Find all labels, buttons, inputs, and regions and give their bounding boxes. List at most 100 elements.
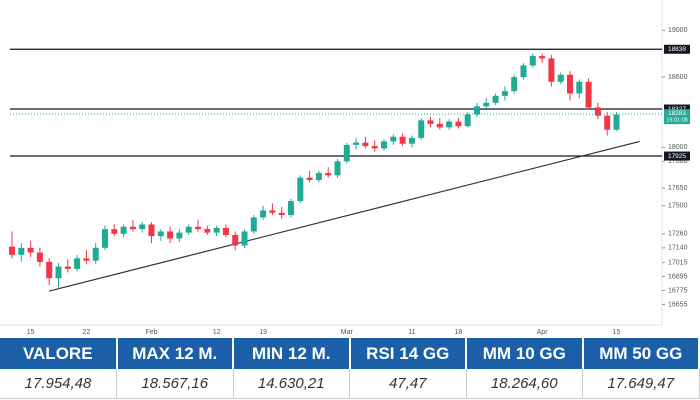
candle-body [436, 123, 443, 128]
candle-body [139, 224, 146, 230]
value-cell: 47,47 [349, 369, 467, 399]
candle-body [613, 114, 620, 130]
y-tick-label: 19000 [668, 27, 688, 34]
candle-body [102, 229, 108, 248]
level-tag [664, 104, 690, 114]
candle-body [213, 227, 220, 233]
header-cell: VALORE [0, 338, 118, 369]
value-cell: 18.264,60 [466, 369, 583, 399]
level-tag [664, 44, 690, 54]
candle-body [594, 107, 601, 116]
candle-body [111, 229, 118, 234]
candle-body [260, 210, 267, 218]
x-tick-label: Apr [537, 329, 549, 336]
candle-body [222, 227, 229, 235]
candle-body [55, 266, 62, 279]
x-tick-label: 11 [408, 329, 415, 336]
candle-body [269, 210, 276, 213]
header-cell: MM 50 GG [582, 338, 700, 369]
x-tick-label: 15 [613, 329, 621, 336]
stats-table: VALORE MAX 12 M. MIN 12 M. RSI 14 GG MM 10 G… [0, 338, 700, 399]
candle-body [334, 161, 341, 176]
candle-body [520, 65, 527, 78]
x-tick-label: 12 [213, 329, 221, 336]
value-cell: 17.954,48 [0, 369, 117, 399]
value-cell: 18.567,16 [116, 369, 234, 399]
candle-body [511, 77, 518, 92]
candle-body [176, 232, 183, 239]
candle-body [288, 201, 294, 216]
value-cell: 14.630,21 [233, 369, 350, 399]
candle-body [418, 120, 425, 138]
x-tick-label: 22 [83, 329, 91, 336]
candle-body [390, 136, 397, 142]
header-cell: MM 10 GG [466, 338, 584, 369]
level-label: 17925 [668, 153, 686, 160]
candle-body [148, 224, 155, 237]
candle-body [446, 121, 453, 128]
candle-body [455, 121, 462, 127]
level-label: 18838 [668, 46, 686, 53]
candle-body [548, 58, 555, 82]
chart: 16655 16775 16895 17015 17140 17260 17500 17650… [0, 0, 690, 336]
candle-body [278, 212, 285, 216]
x-tick-label: 15 [27, 329, 35, 336]
candle-body [381, 141, 387, 149]
y-tick-label: 16775 [668, 287, 688, 294]
candle-body [46, 261, 53, 279]
candle-body [343, 144, 350, 162]
candle-body [483, 102, 490, 107]
candle-body [232, 234, 239, 246]
x-tick-label: 19 [259, 329, 267, 336]
candle-body [120, 226, 127, 234]
candle-body [399, 136, 406, 144]
candle-body [408, 137, 415, 144]
candle-body [9, 246, 15, 255]
level-tag [664, 151, 690, 161]
candle-body [557, 74, 564, 82]
y-tick-label: 17650 [668, 185, 688, 192]
candle-body [92, 247, 99, 261]
candle-body [204, 229, 211, 233]
y-tick-label: 16895 [668, 273, 688, 280]
y-tick-label: 18600 [668, 74, 688, 81]
trendline [49, 140, 640, 292]
candle-body [325, 172, 332, 176]
y-tick-label: 17140 [668, 245, 688, 252]
candle-body [492, 95, 499, 103]
y-tick-label: 17500 [668, 203, 688, 210]
candle-body [157, 231, 164, 237]
candle-body [167, 231, 174, 239]
candle-body [129, 226, 136, 230]
y-tick-label: 17015 [668, 259, 688, 266]
candle-body [371, 146, 378, 149]
x-tick-label: 18 [455, 329, 463, 336]
candle-body [604, 115, 611, 130]
candle-body [529, 56, 536, 66]
candle-body [36, 252, 43, 262]
x-tick-label: Feb [145, 329, 157, 336]
x-tick-label: Mar [341, 329, 354, 336]
candle-body [474, 106, 480, 115]
price-label: 18283 [668, 110, 686, 117]
header-cell: RSI 14 GG [349, 338, 467, 369]
candle-body [576, 81, 583, 94]
price-time: 15:01:08 [666, 118, 687, 124]
candle-body [64, 266, 71, 269]
candle-body [195, 226, 201, 230]
candle-body [27, 247, 34, 253]
header-cell: MAX 12 M. [116, 338, 234, 369]
candle-body [306, 177, 313, 181]
y-tick-label: 18000 [668, 144, 688, 151]
price-tag [664, 109, 690, 125]
candle-body [185, 226, 192, 233]
candle-body [353, 142, 360, 145]
candle-body [241, 231, 248, 246]
candle-body [427, 120, 434, 124]
y-tick-label: 16655 [668, 301, 688, 308]
y-tick-label: 17260 [668, 231, 688, 238]
y-tick-label: 17880 [668, 158, 688, 165]
candle-body [501, 91, 508, 96]
candle-body [362, 142, 369, 147]
